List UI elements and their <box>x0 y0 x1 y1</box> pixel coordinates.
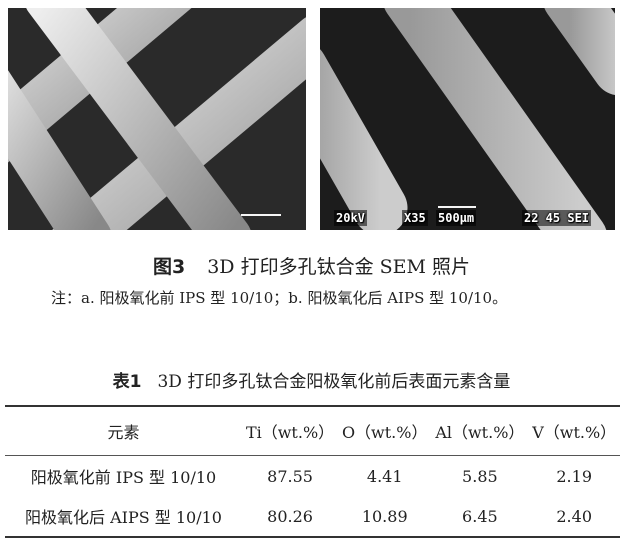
figure-note: 注：a. 阳极氧化前 IPS 型 10/10；b. 阳极氧化后 AIPS 型 1… <box>51 289 508 307</box>
sem-image-a <box>8 8 306 230</box>
cell-al: 5.85 <box>462 466 498 486</box>
porous-lattice-image-b <box>320 8 615 230</box>
element-content-table: 元素 Ti（wt.%） O（wt.%） Al（wt.%） V（wt.%） 阳极氧… <box>5 405 620 538</box>
header-o: O（wt.%） <box>338 406 432 456</box>
porous-lattice-image-a <box>8 8 306 230</box>
cell-ti: 80.26 <box>267 506 313 526</box>
figure-caption: 图3 3D 打印多孔钛合金 SEM 照片 <box>0 252 623 279</box>
scale-bar <box>438 206 476 208</box>
cell-v: 2.40 <box>556 506 592 526</box>
sem-info-bar: 20kV X35 500μm 22 45 SEI <box>320 210 615 226</box>
header-v: V（wt.%） <box>528 406 620 456</box>
header-element: 元素 <box>5 406 242 456</box>
cell-o: 4.41 <box>366 466 403 486</box>
table-header-row: 元素 Ti（wt.%） O（wt.%） Al（wt.%） V（wt.%） <box>5 406 620 456</box>
image-id-label: 22 45 SEI <box>522 210 592 226</box>
voltage-label: 20kV <box>334 210 367 226</box>
table-label: 表1 <box>112 372 142 392</box>
table-row: 阳极氧化后 AIPS 型 10/10 80.26 10.89 6.45 2.40 <box>5 496 620 537</box>
header-ti: Ti（wt.%） <box>242 406 339 456</box>
scale-bar <box>241 214 281 216</box>
table-caption: 表1 3D 打印多孔钛合金阳极氧化前后表面元素含量 <box>0 367 623 392</box>
sem-image-b: 20kV X35 500μm 22 45 SEI <box>320 8 615 230</box>
cell-al: 6.45 <box>462 506 498 526</box>
figure-label: 图3 <box>152 256 186 278</box>
scale-label: 500μm <box>436 210 477 226</box>
header-al: Al（wt.%） <box>431 406 529 456</box>
cell-v: 2.19 <box>556 466 592 486</box>
figure-title: 3D 打印多孔钛合金 SEM 照片 <box>207 256 471 278</box>
cell-ti: 87.55 <box>267 466 313 486</box>
magnification-label: X35 <box>402 210 428 226</box>
table-title: 3D 打印多孔钛合金阳极氧化前后表面元素含量 <box>157 372 511 392</box>
cell-o: 10.89 <box>361 506 408 526</box>
row-label: 阳极氧化前 IPS 型 10/10 <box>30 468 217 487</box>
table-row: 阳极氧化前 IPS 型 10/10 87.55 4.41 5.85 2.19 <box>5 456 620 497</box>
row-label: 阳极氧化后 AIPS 型 10/10 <box>25 508 222 527</box>
